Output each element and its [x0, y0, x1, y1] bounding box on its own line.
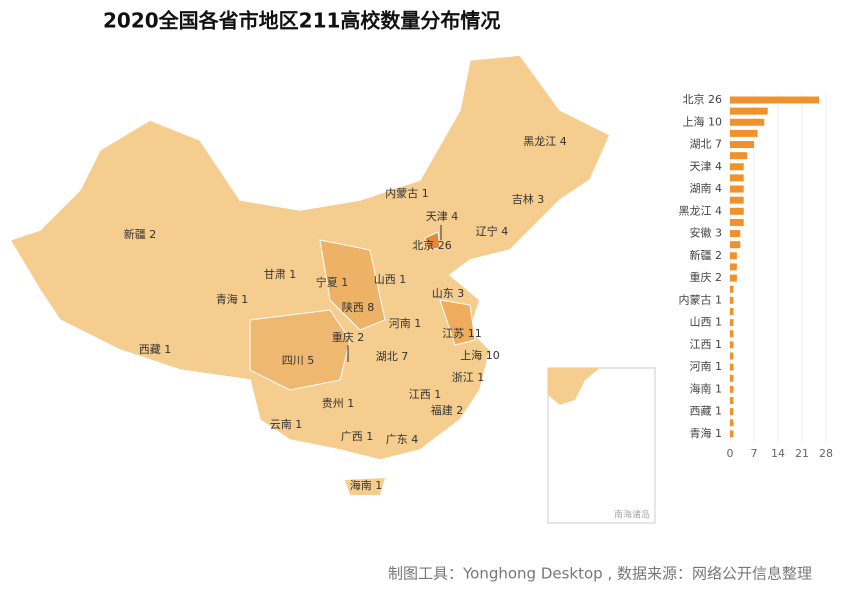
- y-tick-label: 新疆 2: [690, 248, 723, 262]
- map-label: 天津 4: [426, 210, 459, 223]
- map-label: 上海 10: [460, 348, 500, 362]
- map-label: 山东 3: [432, 287, 465, 300]
- map-label: 浙江 1: [452, 371, 485, 384]
- map-label: 新疆 2: [124, 227, 157, 241]
- map-label: 山西 1: [374, 273, 407, 286]
- bar: [730, 241, 741, 249]
- x-tick-label: 14: [771, 447, 785, 460]
- bar: [730, 352, 734, 360]
- region-beijing: [424, 231, 441, 251]
- bar: [730, 285, 734, 293]
- bar: [730, 341, 734, 349]
- bar: [730, 141, 754, 149]
- bar: [730, 207, 744, 215]
- map-outline: [8, 54, 611, 461]
- y-tick-label: 江西 1: [690, 338, 723, 351]
- map-label: 广西 1: [341, 430, 374, 443]
- bar: [730, 397, 734, 405]
- bar: [730, 230, 741, 238]
- map-label: 四川 5: [282, 354, 315, 367]
- x-tick-label: 28: [819, 447, 833, 460]
- y-tick-label: 湖南 4: [690, 182, 723, 195]
- bar: [730, 263, 737, 271]
- bar: [730, 385, 734, 393]
- bar: [730, 163, 744, 171]
- y-tick-label: 安徽 3: [690, 226, 723, 240]
- y-tick-label: 海南 1: [690, 381, 723, 395]
- y-tick-label: 青海 1: [690, 426, 723, 440]
- y-tick-label: 黑龙江 4: [679, 204, 723, 217]
- map-label: 江苏 11: [442, 327, 482, 340]
- inset-land: [548, 368, 600, 405]
- y-tick-label: 内蒙古 1: [679, 292, 723, 306]
- region-hainan: [345, 478, 385, 495]
- map-label: 甘肃 1: [264, 268, 297, 281]
- bar: [730, 196, 744, 204]
- y-tick-label: 天津 4: [690, 160, 723, 173]
- bar: [730, 330, 734, 338]
- y-tick-label: 重庆 2: [690, 270, 723, 284]
- map-label: 河南 1: [389, 317, 422, 330]
- inset-label: 南海诸岛: [614, 509, 650, 521]
- y-tick-label: 山西 1: [690, 316, 723, 329]
- title: 2020全国各省市地区211高校数量分布情况: [103, 9, 500, 33]
- map-label: 江西 1: [409, 388, 442, 401]
- bar: [730, 96, 820, 104]
- bar: [730, 218, 744, 226]
- bar: [730, 374, 734, 382]
- map-label: 北京 26: [412, 238, 452, 252]
- map-label: 海南 1: [350, 478, 383, 492]
- x-tick-label: 0: [727, 447, 734, 460]
- bar: [730, 185, 744, 193]
- y-tick-label: 北京 26: [683, 92, 723, 106]
- map-label: 福建 2: [431, 403, 464, 417]
- region-sichuan: [249, 309, 351, 391]
- bar: [730, 129, 758, 137]
- map-label: 广东 4: [386, 433, 419, 446]
- map-label: 青海 1: [216, 292, 249, 306]
- bar: [730, 319, 734, 327]
- bar: [730, 363, 734, 371]
- bar: [730, 430, 734, 438]
- region-shaanxi: [319, 239, 386, 331]
- map-label: 辽宁 4: [476, 224, 509, 238]
- y-tick-label: 湖北 7: [690, 138, 723, 151]
- map-label: 陕西 8: [342, 300, 375, 314]
- bar: [730, 118, 765, 126]
- y-tick-label: 上海 10: [683, 114, 723, 128]
- map-label: 吉林 3: [512, 192, 545, 206]
- map-label: 贵州 1: [322, 397, 355, 410]
- bar: [730, 307, 734, 315]
- region-jiangsu: [439, 299, 476, 346]
- x-tick-label: 7: [751, 447, 758, 460]
- footer: 制图工具：Yonghong Desktop , 数据来源：网络公开信息整理: [388, 565, 812, 583]
- map-label: 重庆 2: [332, 330, 365, 344]
- bar: [730, 296, 734, 304]
- bar: [730, 107, 768, 115]
- map-label: 西藏 1: [139, 343, 172, 356]
- bar: [730, 174, 744, 182]
- map-label: 云南 1: [270, 418, 303, 431]
- bar: [730, 274, 737, 282]
- bar: [730, 408, 734, 416]
- map-label: 黑龙江 4: [523, 135, 567, 148]
- map-label: 宁夏 1: [316, 275, 349, 289]
- map-label: 内蒙古 1: [385, 186, 429, 200]
- x-tick-label: 21: [795, 447, 809, 460]
- bar: [730, 252, 737, 260]
- map: 南海诸岛: [8, 54, 656, 524]
- bar: [730, 419, 734, 427]
- y-tick-label: 西藏 1: [690, 405, 723, 418]
- bar: [730, 152, 748, 160]
- inset-frame: [547, 367, 656, 524]
- y-tick-label: 河南 1: [690, 360, 723, 373]
- map-label: 湖北 7: [376, 350, 409, 363]
